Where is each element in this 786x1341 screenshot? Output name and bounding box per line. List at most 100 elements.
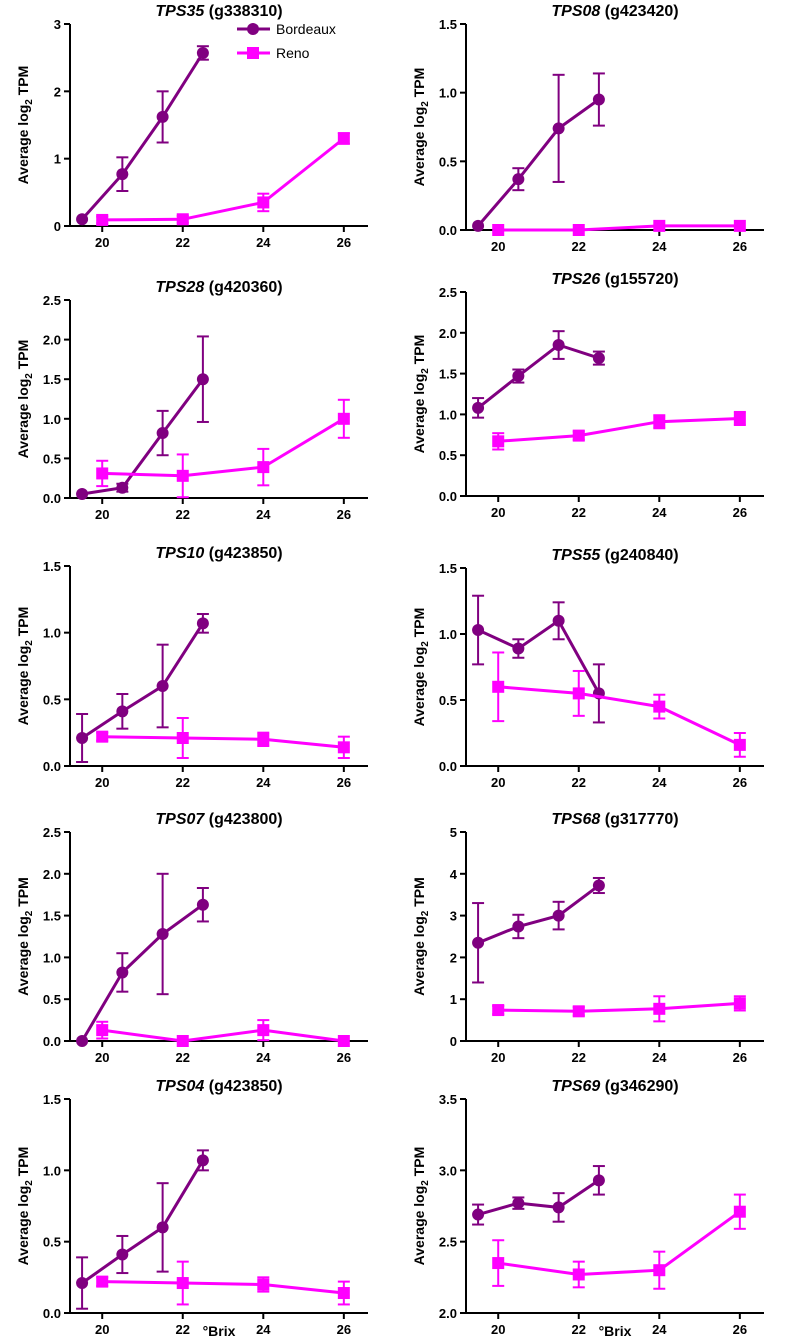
gene-name: TPS69 bbox=[551, 1078, 600, 1095]
y-axis-label: Average log2 TPM bbox=[15, 607, 35, 726]
y-tick-label: 0 bbox=[54, 219, 61, 234]
axes bbox=[460, 831, 764, 1047]
x-tick-label: 26 bbox=[337, 235, 351, 250]
series-line bbox=[102, 735, 344, 749]
x-tick-label: 24 bbox=[256, 775, 271, 790]
data-point bbox=[176, 1035, 189, 1047]
data-point bbox=[337, 741, 350, 754]
data-point bbox=[176, 469, 189, 482]
legend-marker-reno bbox=[247, 47, 259, 59]
series-reno bbox=[96, 132, 350, 226]
data-point bbox=[572, 687, 585, 700]
y-label-subscript: 2 bbox=[24, 640, 35, 646]
data-point bbox=[156, 427, 169, 440]
gene-name: TPS07 bbox=[155, 811, 205, 828]
y-tick-label: 0.5 bbox=[43, 451, 61, 466]
series-line bbox=[101, 1028, 345, 1043]
y-label-subscript: 2 bbox=[420, 101, 431, 107]
y-axis-label: Average log2 TPM bbox=[411, 608, 431, 727]
data-point bbox=[257, 1024, 270, 1037]
x-tick-label: 24 bbox=[256, 1050, 271, 1065]
gene-name: TPS10 bbox=[155, 545, 204, 562]
y-tick-label: 3 bbox=[54, 17, 61, 32]
y-tick-label: 5 bbox=[450, 825, 457, 840]
y-label-subscript: 2 bbox=[24, 99, 35, 105]
series-line bbox=[477, 618, 601, 695]
data-point bbox=[653, 1002, 666, 1015]
panel-title: TPS26 (g155720) bbox=[551, 271, 678, 288]
y-tick-label: 1.5 bbox=[43, 909, 61, 924]
y-tick-label: 1.0 bbox=[43, 412, 61, 427]
series-line bbox=[498, 1001, 740, 1013]
x-tick-label: 20 bbox=[95, 507, 109, 522]
y-tick-label: 0.5 bbox=[43, 992, 61, 1007]
x-tick-label: 26 bbox=[337, 507, 351, 522]
y-axis-label: Average log2 TPM bbox=[15, 877, 35, 996]
y-tick-label: 2.0 bbox=[43, 333, 61, 348]
y-label-main: Average log bbox=[15, 379, 31, 459]
gene-id: (g423420) bbox=[600, 3, 678, 20]
series-reno bbox=[492, 219, 746, 236]
y-tick-label: 1.5 bbox=[43, 559, 61, 574]
y-tick-label: 1.0 bbox=[439, 86, 457, 101]
y-label-subscript: 2 bbox=[420, 368, 431, 374]
data-point bbox=[257, 1278, 270, 1291]
y-label-subscript: 2 bbox=[420, 641, 431, 647]
panel-tps04: TPS04 (g423850) 0.0 0.5 1.0 1.5 20 22 24 26 Avera… bbox=[15, 1078, 368, 1339]
gene-name: TPS68 bbox=[551, 811, 600, 828]
y-tick-label: 3 bbox=[450, 909, 457, 924]
data-point bbox=[96, 467, 109, 480]
series-line bbox=[477, 1179, 600, 1217]
y-tick-label: 0.0 bbox=[43, 491, 61, 506]
y-tick-label: 2.5 bbox=[43, 825, 61, 840]
data-point bbox=[337, 132, 350, 145]
data-point bbox=[116, 1248, 129, 1261]
y-label-unit: TPM bbox=[411, 608, 427, 641]
series-bordeaux bbox=[76, 335, 209, 501]
data-point bbox=[337, 1287, 350, 1300]
gene-name: TPS55 bbox=[551, 547, 601, 564]
y-tick-label: 0.5 bbox=[43, 1235, 61, 1250]
series-bordeaux bbox=[76, 872, 209, 1047]
data-point bbox=[156, 927, 169, 940]
data-point bbox=[116, 481, 129, 494]
series-reno bbox=[492, 651, 746, 758]
gene-name: TPS26 bbox=[551, 271, 600, 288]
data-point bbox=[572, 429, 585, 442]
legend-label-reno: Reno bbox=[276, 45, 310, 61]
y-label-unit: TPM bbox=[15, 1147, 31, 1180]
series-bordeaux bbox=[76, 1149, 209, 1310]
panel-tps55: TPS55 (g240840) 0.0 0.5 1.0 1.5 20 22 24 26 Avera… bbox=[411, 547, 764, 790]
panel-tps10: TPS10 (g423850) 0.0 0.5 1.0 1.5 20 22 24 26 Avera… bbox=[15, 545, 368, 790]
series-bordeaux bbox=[472, 72, 605, 232]
panel-title: TPS08 (g423420) bbox=[551, 3, 678, 20]
panel-title: TPS10 (g423850) bbox=[155, 545, 282, 562]
data-point bbox=[512, 920, 525, 933]
x-tick-label: 26 bbox=[337, 1050, 351, 1065]
panel-title: TPS55 (g240840) bbox=[551, 547, 678, 564]
data-point bbox=[492, 1257, 505, 1270]
x-tick-label: 20 bbox=[491, 239, 505, 254]
data-point bbox=[176, 1277, 189, 1290]
y-tick-label: 1.0 bbox=[439, 627, 457, 642]
x-tick-label: 20 bbox=[491, 505, 505, 520]
gene-id: (g420360) bbox=[204, 279, 282, 296]
data-point bbox=[96, 213, 109, 226]
series-reno bbox=[96, 1019, 350, 1047]
y-tick-label: 1.0 bbox=[43, 950, 61, 965]
data-point bbox=[472, 936, 485, 949]
data-point bbox=[512, 1197, 525, 1210]
x-tick-label: 26 bbox=[733, 505, 747, 520]
data-point bbox=[733, 997, 746, 1010]
data-point bbox=[592, 879, 605, 892]
axes bbox=[64, 565, 368, 772]
x-tick-label: 20 bbox=[491, 1322, 505, 1337]
data-point bbox=[552, 1201, 565, 1214]
y-label-main: Average log bbox=[15, 105, 31, 185]
data-point bbox=[196, 1154, 209, 1167]
data-point bbox=[196, 617, 209, 630]
axes bbox=[460, 567, 764, 772]
panel-title: TPS68 (g317770) bbox=[551, 811, 678, 828]
y-axis-label: Average log2 TPM bbox=[411, 68, 431, 187]
y-tick-label: 1.0 bbox=[439, 407, 457, 422]
